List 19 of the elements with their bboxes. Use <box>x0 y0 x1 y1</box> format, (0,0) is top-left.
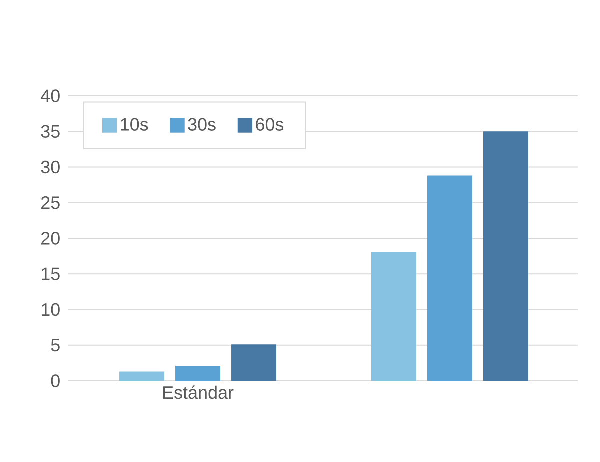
bar <box>232 344 277 381</box>
x-tick-label: Estándar <box>163 386 234 400</box>
bar <box>483 132 528 381</box>
legend-label: 30s <box>188 118 216 131</box>
bar <box>120 372 165 381</box>
y-tick-label: 0 <box>51 374 60 388</box>
y-tick-label: 5 <box>51 339 60 352</box>
y-tick-label: 30 <box>41 160 60 174</box>
y-tick-label: 20 <box>42 232 60 245</box>
bar <box>176 366 221 381</box>
y-tick-label: 40 <box>41 90 60 102</box>
bar <box>427 176 472 381</box>
y-tick-label: 35 <box>41 125 60 138</box>
y-tick-label: 15 <box>42 268 60 280</box>
y-tick-label: 10 <box>42 303 60 316</box>
legend-label: 60s <box>256 118 284 131</box>
y-tick-label: 25 <box>42 196 60 210</box>
legend-label: 10s <box>121 118 148 131</box>
bar <box>371 252 416 381</box>
